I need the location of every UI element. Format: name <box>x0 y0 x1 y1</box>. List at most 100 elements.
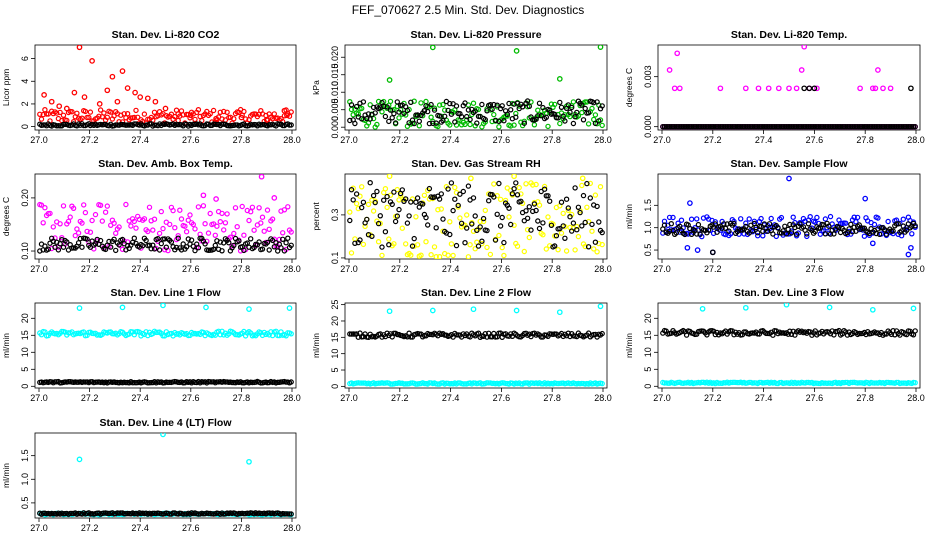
data-point <box>670 123 676 130</box>
y-tick-label: 0.1 <box>330 252 340 265</box>
data-point <box>822 231 829 237</box>
series-1 <box>37 378 294 386</box>
series-0 <box>347 303 605 387</box>
data-point <box>846 226 852 232</box>
points-layer <box>660 175 918 258</box>
data-point <box>448 180 455 186</box>
data-point <box>236 238 242 244</box>
data-point <box>447 122 453 128</box>
data-point <box>392 218 399 225</box>
data-point <box>848 221 854 228</box>
data-point <box>460 188 466 195</box>
data-point <box>756 379 763 386</box>
data-point <box>574 226 580 233</box>
panel-title: Stan. Dev. Gas Stream RH <box>411 158 540 170</box>
y-tick-label: 1.5 <box>20 449 30 462</box>
data-point <box>511 122 517 128</box>
data-point <box>382 228 389 235</box>
data-point <box>283 379 289 385</box>
data-point <box>787 221 793 228</box>
data-point <box>746 123 752 130</box>
data-point <box>528 227 534 233</box>
data-point <box>445 186 451 192</box>
data-point <box>447 219 453 225</box>
data-point <box>180 241 186 247</box>
data-point <box>43 111 50 117</box>
data-point <box>134 114 141 121</box>
data-point <box>464 117 470 123</box>
data-point <box>826 223 832 229</box>
data-point <box>224 211 230 217</box>
y-tick-label: 0.003 <box>643 65 653 88</box>
data-point <box>849 228 856 235</box>
data-point <box>811 85 818 92</box>
panel-8: Stan. Dev. Line 3 Flow ml/min 27.0 27.2 27.4… <box>624 287 925 403</box>
data-point <box>40 220 46 226</box>
data-point <box>145 228 151 235</box>
data-point <box>749 123 756 130</box>
data-point <box>386 308 393 315</box>
data-point <box>721 221 727 227</box>
plot-frame <box>34 432 297 519</box>
data-point <box>882 123 888 130</box>
data-point <box>524 226 531 233</box>
data-point <box>768 215 774 222</box>
data-point <box>827 123 834 130</box>
data-point <box>286 305 293 311</box>
data-point <box>359 204 365 211</box>
data-point <box>912 223 918 229</box>
data-point <box>84 236 90 242</box>
data-point <box>482 207 488 214</box>
data-point <box>841 123 847 130</box>
data-point <box>468 175 474 182</box>
data-point <box>76 456 83 463</box>
data-point <box>168 239 175 245</box>
data-point <box>462 239 468 246</box>
data-point <box>408 99 414 106</box>
data-point <box>717 85 724 92</box>
data-point <box>663 123 669 130</box>
data-point <box>560 223 566 229</box>
data-point <box>121 511 127 517</box>
data-point <box>733 123 739 130</box>
data-point <box>535 113 541 119</box>
data-point <box>491 194 497 200</box>
data-point <box>699 123 705 130</box>
y-axis-label: ml/min <box>624 204 634 229</box>
data-point <box>783 231 790 237</box>
data-point <box>119 304 126 311</box>
data-point <box>152 98 159 105</box>
panel-title: Stan. Dev. Line 4 (LT) Flow <box>99 417 232 429</box>
panel-title: Stan. Dev. Li-820 Pressure <box>410 29 541 41</box>
data-point <box>865 123 871 130</box>
data-point <box>540 231 546 238</box>
figure-title: FEF_070627 2.5 Min. Std. Dev. Diagnostic… <box>352 3 585 17</box>
data-point <box>594 203 600 210</box>
data-point <box>580 117 587 123</box>
data-point <box>668 220 675 227</box>
data-point <box>275 248 281 254</box>
data-point <box>202 220 208 227</box>
data-point <box>156 230 163 237</box>
data-point <box>151 246 158 252</box>
data-point <box>472 245 478 252</box>
data-point <box>352 240 358 246</box>
data-point <box>421 107 428 114</box>
data-point <box>139 242 146 249</box>
data-point <box>350 197 356 203</box>
data-point <box>423 214 429 221</box>
data-point <box>212 232 218 238</box>
data-point <box>755 232 761 239</box>
data-point <box>82 209 89 216</box>
data-point <box>543 193 550 199</box>
data-point <box>288 331 294 337</box>
data-point <box>87 109 94 115</box>
data-point <box>878 123 885 130</box>
data-point <box>722 225 729 232</box>
data-point <box>496 180 502 187</box>
data-point <box>540 220 546 226</box>
data-point <box>719 225 725 231</box>
data-point <box>724 221 730 227</box>
y-tick-label: 20 <box>330 316 340 326</box>
data-point <box>574 109 580 116</box>
